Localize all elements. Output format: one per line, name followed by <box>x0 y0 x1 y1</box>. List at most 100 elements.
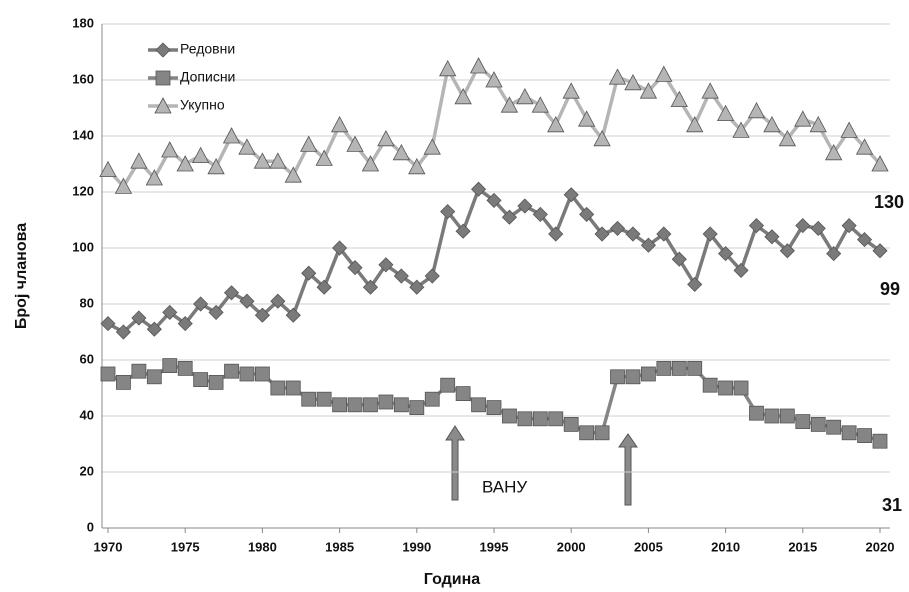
marker <box>732 121 750 138</box>
marker <box>594 425 610 441</box>
marker <box>486 400 502 416</box>
marker <box>517 198 533 214</box>
marker <box>764 229 780 245</box>
marker <box>238 138 256 155</box>
y-tick-label: 120 <box>72 183 94 198</box>
marker <box>871 155 889 172</box>
marker <box>872 433 888 449</box>
marker <box>191 146 210 164</box>
marker <box>155 70 171 86</box>
marker <box>795 414 811 430</box>
marker <box>392 143 411 161</box>
marker <box>855 138 874 155</box>
marker <box>500 96 519 113</box>
legend-item: Укупно <box>148 97 225 114</box>
marker <box>440 377 456 393</box>
x-tick-label: 1980 <box>248 539 277 554</box>
marker <box>409 279 425 295</box>
annotation: ВАНУ <box>482 477 527 496</box>
marker <box>718 380 733 396</box>
marker <box>330 115 349 133</box>
y-tick-label: 100 <box>72 239 94 254</box>
marker <box>285 380 301 396</box>
marker <box>687 276 703 292</box>
marker <box>579 206 595 222</box>
marker <box>562 82 580 99</box>
marker <box>610 369 625 385</box>
marker <box>825 143 843 161</box>
marker <box>872 243 888 259</box>
marker <box>377 129 395 147</box>
marker <box>145 169 163 186</box>
y-tick-label: 160 <box>72 71 94 86</box>
marker <box>115 324 132 340</box>
marker <box>547 115 565 133</box>
marker <box>624 73 642 91</box>
marker <box>779 408 795 424</box>
series <box>100 181 888 340</box>
marker <box>207 157 225 175</box>
marker <box>408 157 426 175</box>
marker <box>222 127 241 144</box>
y-tick-label: 0 <box>87 519 94 534</box>
marker <box>154 97 172 114</box>
marker <box>563 416 579 432</box>
marker <box>363 397 378 413</box>
y-tick-label: 180 <box>72 15 94 30</box>
marker <box>130 152 148 169</box>
marker <box>670 90 688 107</box>
marker <box>146 369 162 385</box>
marker <box>99 160 117 178</box>
marker <box>641 366 656 382</box>
marker <box>748 218 765 234</box>
marker <box>577 110 596 127</box>
marker <box>747 101 766 119</box>
marker <box>469 57 488 74</box>
y-axis-label: Број чланова <box>13 223 30 329</box>
marker <box>471 397 486 413</box>
marker <box>100 316 116 332</box>
marker <box>809 115 827 133</box>
marker <box>701 82 719 99</box>
marker <box>563 187 579 203</box>
marker <box>531 96 549 113</box>
y-tick-label: 40 <box>80 407 94 422</box>
marker <box>841 218 857 234</box>
marker <box>378 394 394 410</box>
marker <box>378 257 394 273</box>
marker <box>239 366 255 382</box>
marker <box>470 181 487 197</box>
marker <box>579 425 595 441</box>
marker <box>409 400 425 416</box>
marker <box>177 316 193 332</box>
marker <box>193 296 209 312</box>
marker <box>532 206 548 222</box>
marker <box>208 374 224 390</box>
y-tick-label: 60 <box>80 351 94 366</box>
marker <box>224 363 239 379</box>
marker <box>161 141 179 158</box>
marker <box>146 321 162 337</box>
x-tick-label: 2010 <box>711 539 740 554</box>
marker <box>361 155 380 172</box>
marker <box>454 87 472 105</box>
marker <box>794 110 812 127</box>
marker <box>764 408 780 424</box>
marker <box>485 71 503 88</box>
marker <box>656 226 672 242</box>
marker <box>486 192 502 208</box>
series <box>99 57 889 194</box>
x-tick-label: 2005 <box>634 539 663 554</box>
marker <box>316 391 332 407</box>
marker <box>155 42 171 58</box>
marker <box>208 304 224 320</box>
annotation: 130 <box>874 192 904 212</box>
marker <box>501 209 518 225</box>
marker <box>284 166 302 183</box>
marker <box>656 360 672 376</box>
series <box>100 358 888 449</box>
marker <box>826 419 842 435</box>
marker <box>841 425 857 441</box>
